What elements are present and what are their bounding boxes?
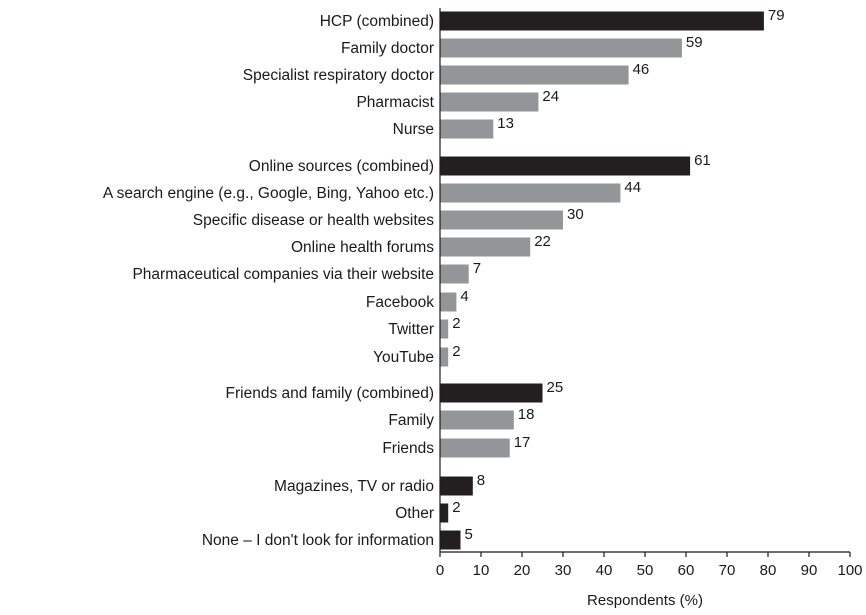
x-tick-label: 30 (555, 562, 572, 579)
category-label: Specific disease or health websites (193, 212, 434, 229)
data-label: 2 (452, 343, 460, 360)
category-label: Friends and family (combined) (226, 385, 434, 402)
data-label: 46 (633, 61, 650, 78)
category-label: Pharmaceutical companies via their websi… (132, 266, 434, 283)
category-label: A search engine (e.g., Google, Bing, Yah… (103, 185, 434, 202)
bar (440, 92, 539, 112)
category-label: Pharmacist (356, 94, 434, 111)
category-label: YouTube (373, 349, 434, 366)
x-ticks: 0 10 20 30 40 50 60 70 80 90 100 (436, 552, 863, 579)
x-tick-label: 100 (837, 562, 862, 579)
data-label: 2 (452, 499, 460, 516)
bars-layer (440, 11, 764, 550)
x-tick-label: 50 (637, 562, 654, 579)
data-label: 13 (497, 115, 514, 132)
bar (440, 319, 449, 339)
category-label: Friends (382, 440, 434, 457)
x-tick-label: 10 (473, 562, 490, 579)
x-tick-label: 70 (719, 562, 736, 579)
data-label: 61 (694, 152, 711, 169)
data-label: 4 (460, 288, 468, 305)
category-label: Magazines, TV or radio (274, 478, 434, 495)
bar (440, 119, 494, 139)
data-label: 5 (465, 526, 473, 543)
data-label: 59 (686, 34, 703, 51)
data-label: 17 (514, 434, 531, 451)
category-label: Online sources (combined) (249, 158, 434, 175)
bar (440, 264, 469, 284)
x-tick-label: 40 (596, 562, 613, 579)
bar (440, 476, 473, 496)
bar (440, 347, 449, 367)
data-label: 30 (567, 206, 584, 223)
x-tick-label: 60 (678, 562, 695, 579)
bar (440, 530, 461, 550)
category-label: Family (388, 412, 434, 429)
bar (440, 292, 457, 312)
bar (440, 438, 510, 458)
bar (440, 65, 629, 85)
category-label: HCP (combined) (320, 13, 434, 30)
x-tick-label: 90 (801, 562, 818, 579)
data-label: 24 (542, 88, 559, 105)
bar (440, 410, 514, 430)
bar (440, 183, 621, 203)
data-label: 2 (452, 315, 460, 332)
x-axis-title: Respondents (%) (587, 592, 703, 609)
data-label: 8 (477, 472, 485, 489)
category-label: Twitter (388, 321, 434, 338)
data-label: 79 (768, 7, 785, 24)
bar (440, 38, 682, 58)
category-label: Online health forums (291, 239, 434, 256)
category-labels: HCP (combined) Family doctor Specialist re… (103, 13, 435, 549)
category-label: Other (395, 505, 434, 522)
data-label: 25 (547, 379, 564, 396)
category-label: Facebook (366, 294, 434, 311)
bar (440, 503, 449, 523)
bar (440, 383, 543, 403)
bar (440, 210, 563, 230)
x-tick-label: 80 (760, 562, 777, 579)
category-label: Family doctor (341, 40, 434, 57)
bar (440, 156, 691, 176)
data-label: 18 (518, 406, 535, 423)
bar (440, 237, 531, 257)
data-label: 22 (534, 233, 551, 250)
bar (440, 11, 764, 31)
data-label: 44 (624, 179, 641, 196)
category-label: None – I don't look for information (202, 532, 434, 549)
category-label: Nurse (393, 121, 434, 138)
x-axis: 0 10 20 30 40 50 60 70 80 90 100 (436, 8, 863, 579)
category-label: Specialist respiratory doctor (243, 67, 434, 84)
data-label: 7 (473, 260, 481, 277)
x-tick-label: 20 (514, 562, 531, 579)
x-tick-label: 0 (436, 562, 444, 579)
